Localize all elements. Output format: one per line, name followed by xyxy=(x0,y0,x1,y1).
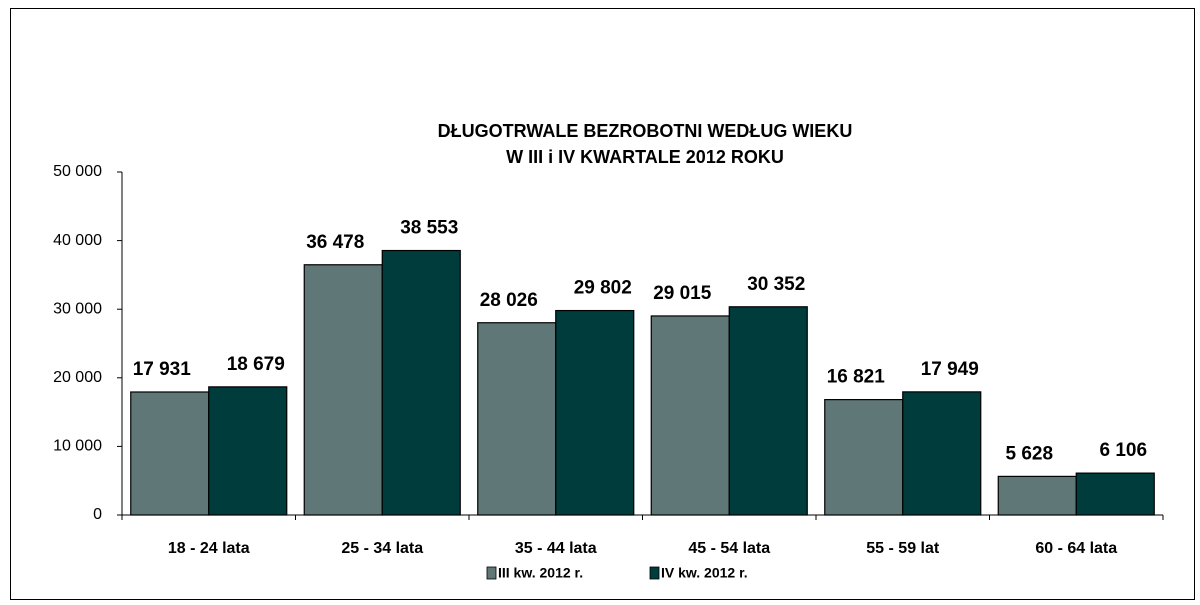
x-tick-label: 25 - 34 lata xyxy=(341,540,423,557)
legend-swatch xyxy=(649,566,660,580)
data-label: 17 931 xyxy=(133,359,192,380)
x-tick-label: 18 - 24 lata xyxy=(168,540,250,557)
data-label: 5 628 xyxy=(1005,443,1053,464)
data-label: 28 026 xyxy=(480,290,538,311)
x-tick-label: 35 - 44 lata xyxy=(515,540,597,557)
bar xyxy=(555,309,635,516)
y-tick-label: 0 xyxy=(93,506,102,523)
data-label: 17 949 xyxy=(921,359,979,380)
legend-label: IV kw. 2012 r. xyxy=(661,565,748,581)
bar xyxy=(208,386,288,516)
data-label: 29 015 xyxy=(653,283,712,304)
data-label: 30 352 xyxy=(747,274,805,295)
bar xyxy=(303,264,383,516)
data-label: 18 679 xyxy=(227,354,285,375)
x-tick-label: 55 - 59 lat xyxy=(866,540,940,557)
y-tick-label: 30 000 xyxy=(53,300,102,317)
y-tick-label: 10 000 xyxy=(53,438,102,455)
y-tick-label: 40 000 xyxy=(53,232,102,249)
x-tick-label: 45 - 54 lata xyxy=(688,540,770,557)
legend-label: III kw. 2012 r. xyxy=(498,565,583,581)
bar xyxy=(650,315,730,516)
bar xyxy=(477,322,557,516)
bar xyxy=(824,399,904,516)
data-label: 38 553 xyxy=(400,218,458,239)
data-label: 16 821 xyxy=(827,367,886,388)
legend-swatch xyxy=(486,566,497,580)
chart-title: DŁUGOTRWALE BEZROBOTNI WEDŁUG WIEKU xyxy=(438,121,853,141)
bar xyxy=(381,249,461,516)
bar xyxy=(130,391,210,516)
x-tick-label: 60 - 64 lata xyxy=(1035,540,1117,557)
bar xyxy=(902,391,982,516)
bar xyxy=(997,475,1077,516)
data-label: 36 478 xyxy=(306,232,364,253)
y-tick-label: 20 000 xyxy=(53,369,102,386)
bar xyxy=(1075,472,1155,516)
data-label: 6 106 xyxy=(1099,440,1147,461)
y-tick-label: 50 000 xyxy=(53,163,102,180)
data-label: 29 802 xyxy=(574,278,632,299)
bar xyxy=(728,306,808,516)
chart-subtitle: W III i IV KWARTALE 2012 ROKU xyxy=(506,147,784,167)
